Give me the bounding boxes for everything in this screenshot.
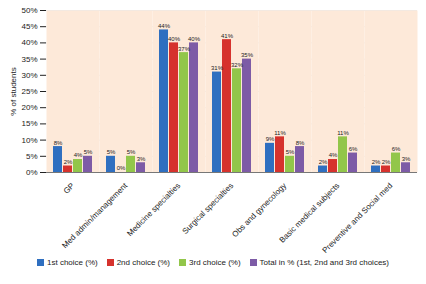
svg-text:20%: 20% bbox=[21, 103, 37, 112]
svg-text:8%: 8% bbox=[296, 140, 305, 146]
svg-text:8%: 8% bbox=[54, 140, 63, 146]
svg-text:9%: 9% bbox=[266, 136, 275, 142]
svg-text:35%: 35% bbox=[21, 55, 37, 64]
svg-text:Basic medical subjects: Basic medical subjects bbox=[278, 181, 342, 245]
html-text:1st choice (%): 1st choice (%) bbox=[47, 258, 98, 267]
svg-text:31%: 31% bbox=[211, 65, 224, 71]
svg-text:25%: 25% bbox=[21, 87, 37, 96]
svg-text:40%: 40% bbox=[21, 38, 37, 47]
svg-text:50%: 50% bbox=[21, 6, 37, 15]
svg-text:4%: 4% bbox=[329, 152, 338, 158]
svg-text:32%: 32% bbox=[231, 62, 244, 68]
svg-text:2%: 2% bbox=[319, 159, 328, 165]
svg-text:37%: 37% bbox=[178, 46, 191, 52]
svg-text:35%: 35% bbox=[241, 52, 254, 58]
svg-text:2%: 2% bbox=[372, 159, 381, 165]
svg-text:41%: 41% bbox=[221, 33, 234, 39]
svg-text:6%: 6% bbox=[349, 146, 358, 152]
svg-text:4%: 4% bbox=[74, 152, 83, 158]
svg-text:Preventive and Social med: Preventive and Social med bbox=[321, 181, 395, 254]
svg-text:GP: GP bbox=[62, 181, 77, 196]
svg-text:Surgical specialties: Surgical specialties bbox=[180, 181, 235, 236]
svg-text:2%: 2% bbox=[382, 159, 391, 165]
svg-text:3%: 3% bbox=[402, 156, 411, 162]
svg-text:11%: 11% bbox=[274, 130, 286, 136]
svg-text:5%: 5% bbox=[107, 149, 116, 155]
svg-text:15%: 15% bbox=[21, 119, 37, 128]
svg-text:5%: 5% bbox=[84, 149, 93, 155]
svg-text:3%: 3% bbox=[137, 156, 146, 162]
svg-text:5%: 5% bbox=[26, 152, 38, 161]
html-text:3rd choice (%): 3rd choice (%) bbox=[189, 258, 241, 267]
svg-text:2%: 2% bbox=[64, 159, 73, 165]
svg-text:11%: 11% bbox=[337, 130, 349, 136]
svg-text:Medicine specialties: Medicine specialties bbox=[125, 181, 182, 238]
svg-text:Med admin/management: Med admin/management bbox=[60, 181, 129, 250]
svg-text:44%: 44% bbox=[158, 23, 171, 29]
svg-text:10%: 10% bbox=[21, 136, 37, 145]
html-text:Total in % (1st, 2nd and 3rd c: Total in % (1st, 2nd and 3rd choices) bbox=[259, 258, 389, 267]
svg-text:45%: 45% bbox=[21, 22, 37, 31]
svg-text:40%: 40% bbox=[168, 36, 181, 42]
svg-text:0%: 0% bbox=[117, 165, 126, 171]
svg-text:30%: 30% bbox=[21, 71, 37, 80]
svg-text:5%: 5% bbox=[286, 149, 295, 155]
svg-text:6%: 6% bbox=[392, 146, 401, 152]
svg-text:40%: 40% bbox=[188, 36, 201, 42]
svg-text:% of students: % of students bbox=[9, 67, 18, 115]
html-text:2nd choice (%): 2nd choice (%) bbox=[116, 258, 170, 267]
svg-text:5%: 5% bbox=[127, 149, 136, 155]
svg-text:0%: 0% bbox=[26, 168, 38, 177]
svg-text:Obs and gynecology: Obs and gynecology bbox=[230, 181, 288, 239]
